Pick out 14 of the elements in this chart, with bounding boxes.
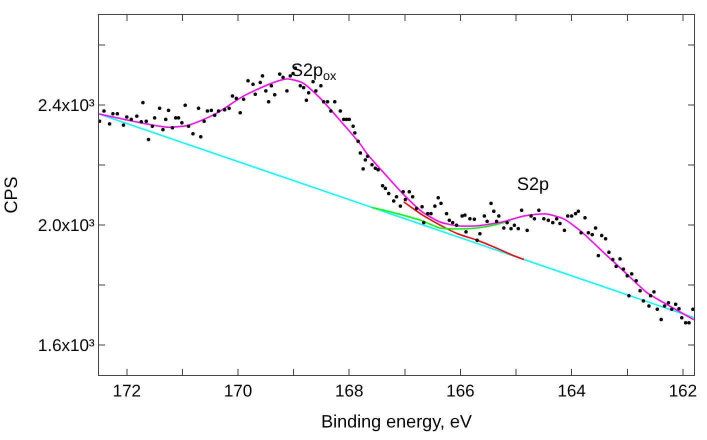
y-tick-label: 2.0x10³ [38, 216, 95, 235]
annotation: S2p [517, 174, 550, 194]
x-tick-label: 168 [335, 381, 364, 400]
annotation: S2p$_{ox}$ [291, 60, 338, 83]
x-tick-label: 170 [224, 381, 252, 400]
line-series [370, 206, 512, 230]
x-tick-label: 162 [668, 381, 698, 400]
x-tick-label: 172 [112, 381, 141, 400]
y-axis-title: CPS [1, 176, 22, 214]
x-tick-label: 166 [446, 381, 475, 400]
x-axis-title: Binding energy, eV [321, 412, 472, 432]
x-tick-label: 164 [557, 381, 586, 400]
y-tick-label: 1.6x10³ [38, 336, 95, 355]
y-tick-label: 2.4x10³ [38, 96, 95, 115]
